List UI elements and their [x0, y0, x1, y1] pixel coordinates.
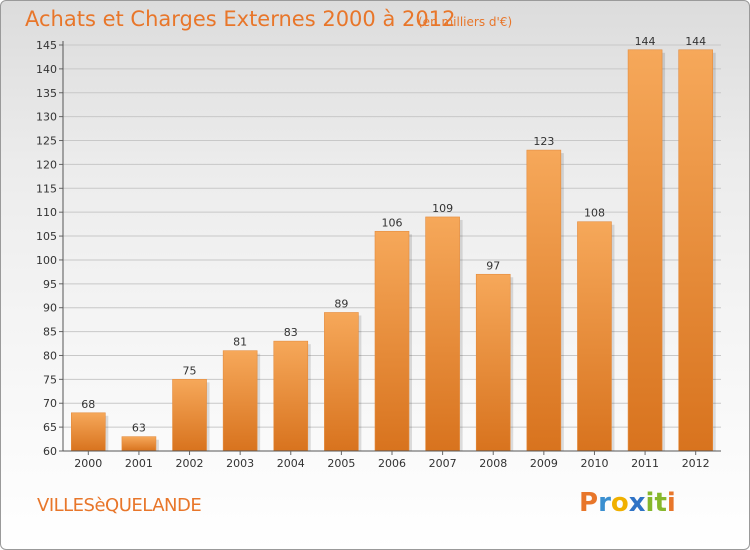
- bar-value-label: 123: [533, 135, 554, 148]
- bar: [627, 49, 663, 452]
- y-tick-label: 145: [36, 39, 57, 52]
- bar: [577, 221, 612, 452]
- x-tick-label: 2012: [682, 457, 710, 470]
- bar: [374, 230, 410, 452]
- proxiti-logo[interactable]: Proxiti: [579, 488, 676, 518]
- bar: [324, 312, 359, 452]
- y-tick-label: 115: [36, 182, 57, 195]
- logo-letter: r: [598, 488, 611, 518]
- bar-value-label: 81: [233, 336, 247, 349]
- y-tick-label: 80: [43, 349, 57, 362]
- axes: 60 65 70 75 80 85 90 95 100 105 110 115 120 125 130 135…: [36, 35, 721, 470]
- y-tick-label: 110: [36, 206, 57, 219]
- bar: [475, 273, 511, 452]
- y-tick-label: 140: [36, 63, 57, 76]
- bar-value-label: 106: [382, 216, 403, 229]
- x-tick-label: 2005: [327, 457, 355, 470]
- x-tick-label: 2003: [226, 457, 254, 470]
- x-tick-label: 2000: [74, 457, 102, 470]
- bar-value-label: 83: [284, 326, 298, 339]
- y-tick-label: 65: [43, 421, 57, 434]
- chart-title: Achats et Charges Externes 2000 à 2012: [25, 7, 456, 31]
- logo-letter: i: [666, 488, 676, 518]
- x-tick-label: 2002: [176, 457, 204, 470]
- logo-letter: o: [610, 488, 629, 518]
- bar: [71, 412, 106, 452]
- x-tick-label: 2001: [125, 457, 153, 470]
- bar-value-label: 89: [334, 297, 348, 310]
- bars: [71, 49, 716, 452]
- x-tick-label: 2009: [530, 457, 558, 470]
- bar-value-label: 144: [635, 35, 656, 48]
- x-tick-label: 2007: [429, 457, 457, 470]
- y-tick-label: 135: [36, 87, 57, 100]
- bar-value-label: 144: [685, 35, 706, 48]
- bar: [222, 350, 258, 452]
- bar-value-label: 75: [183, 364, 197, 377]
- y-tick-label: 90: [43, 302, 57, 315]
- y-tick-label: 100: [36, 254, 57, 267]
- y-tick-label: 95: [43, 278, 57, 291]
- logo-letter: P: [579, 488, 599, 518]
- y-tick-label: 125: [36, 135, 57, 148]
- x-tick-label: 2010: [580, 457, 608, 470]
- bar-value-label: 68: [81, 398, 95, 411]
- logo-letter: t: [654, 488, 667, 518]
- bar-value-label: 97: [486, 259, 500, 272]
- bar-value-label: 63: [132, 422, 146, 435]
- bar: [121, 436, 157, 452]
- bar: [678, 49, 713, 452]
- y-tick-label: 75: [43, 373, 57, 386]
- logo-letter: x: [628, 488, 646, 518]
- logo-letter: i: [645, 488, 655, 518]
- y-tick-label: 60: [43, 445, 57, 458]
- y-tick-label: 120: [36, 158, 57, 171]
- bar-value-label: 108: [584, 207, 605, 220]
- bar-value-label: 109: [432, 202, 453, 215]
- x-tick-label: 2008: [479, 457, 507, 470]
- y-tick-label: 130: [36, 111, 57, 124]
- y-tick-label: 105: [36, 230, 57, 243]
- bar: [172, 379, 207, 452]
- y-tick-label: 85: [43, 326, 57, 339]
- bar: [526, 149, 562, 452]
- chart-unit: (en milliers d'€): [418, 15, 513, 29]
- commune-name: VILLESèQUELANDE: [37, 495, 202, 516]
- y-tick-label: 70: [43, 397, 57, 410]
- bar: [425, 216, 460, 452]
- bar: [273, 340, 309, 452]
- x-tick-label: 2006: [378, 457, 406, 470]
- x-tick-label: 2004: [277, 457, 305, 470]
- x-tick-label: 2011: [631, 457, 659, 470]
